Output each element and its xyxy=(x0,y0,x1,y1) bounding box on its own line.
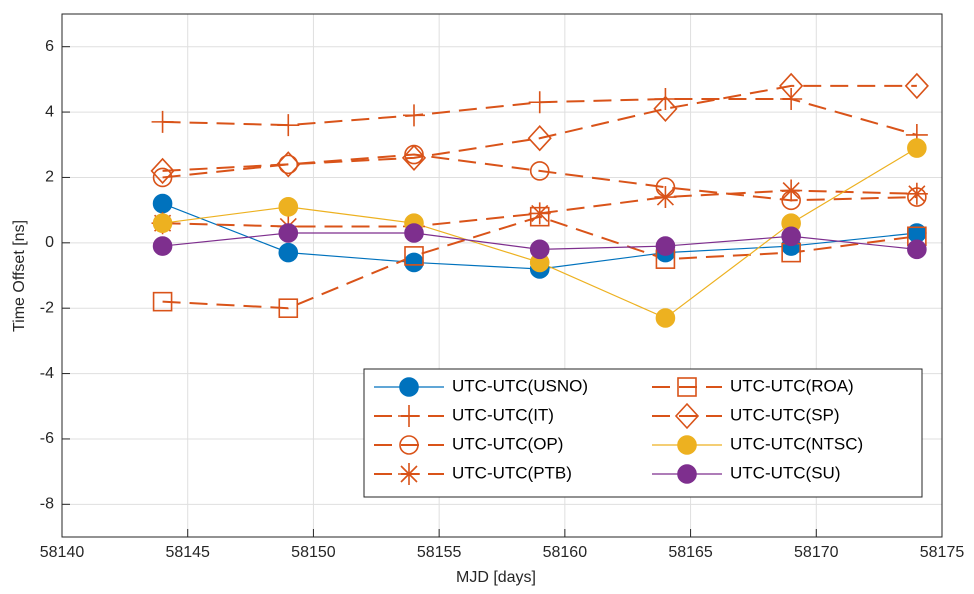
axes-box xyxy=(61,13,943,538)
marker xyxy=(278,154,299,175)
marker xyxy=(404,252,424,273)
legend-label: UTC-UTC(IT) xyxy=(452,405,554,424)
x-tick-label: 58140 xyxy=(40,544,85,561)
marker xyxy=(278,298,299,318)
legend-marker xyxy=(677,435,697,455)
y-tick-label: -8 xyxy=(40,496,54,513)
marker xyxy=(403,104,425,127)
marker xyxy=(528,91,551,114)
marker xyxy=(904,72,929,100)
marker xyxy=(529,206,550,227)
legend: UTC-UTC(USNO) UTC-UTC(IT) UTC-UTC(OP) UTC-U… xyxy=(363,368,923,498)
marker xyxy=(527,125,552,152)
marker xyxy=(404,246,424,266)
legend-label: UTC-UTC(SU) xyxy=(730,463,840,482)
y-tick-label: -2 xyxy=(40,299,54,316)
legend-label: UTC-UTC(USNO) xyxy=(452,376,588,395)
marker xyxy=(653,95,678,122)
y-tick-label: -6 xyxy=(40,430,54,447)
legend-label: UTC-UTC(OP) xyxy=(452,434,563,453)
legend-marker xyxy=(398,405,420,427)
marker xyxy=(152,193,173,214)
y-tick-label: 2 xyxy=(45,169,54,186)
legend-marker xyxy=(399,377,419,397)
legend-marker xyxy=(399,435,419,455)
marker xyxy=(529,161,550,181)
legend-label: UTC-UTC(ROA) xyxy=(730,376,854,395)
legend-marker xyxy=(398,463,420,485)
legend-label: UTC-UTC(PTB) xyxy=(452,463,572,482)
marker xyxy=(655,308,676,328)
marker xyxy=(654,87,677,110)
marker xyxy=(779,72,804,100)
x-tick-label: 58160 xyxy=(543,544,588,561)
marker xyxy=(152,291,173,312)
x-tick-label: 58165 xyxy=(668,544,713,561)
marker xyxy=(655,236,676,256)
marker xyxy=(905,182,928,205)
marker xyxy=(404,223,424,243)
marker xyxy=(152,236,173,256)
x-tick-label: 58175 xyxy=(920,544,965,561)
marker xyxy=(780,179,803,202)
y-axis-label: Time Offset [ns] xyxy=(11,220,28,332)
marker xyxy=(401,144,427,172)
x-axis-label: MJD [days] xyxy=(456,569,536,586)
marker xyxy=(529,239,550,260)
marker xyxy=(528,202,551,225)
marker xyxy=(654,186,677,209)
marker xyxy=(151,110,174,133)
legend-marker xyxy=(677,377,697,397)
marker xyxy=(152,213,173,233)
series-line xyxy=(162,84,917,172)
legend-box xyxy=(363,368,923,498)
legend-label: UTC-UTC(NTSC) xyxy=(730,434,863,453)
legend-label: UTC-UTC(SP) xyxy=(730,405,840,424)
x-tick-label: 58170 xyxy=(794,544,839,561)
y-tick-label: 4 xyxy=(45,103,54,120)
legend-marker xyxy=(674,402,700,430)
marker xyxy=(278,242,299,263)
y-tick-label: 0 xyxy=(45,234,54,251)
marker xyxy=(150,157,175,185)
y-tick-label: -4 xyxy=(40,365,54,382)
x-tick-label: 58145 xyxy=(165,544,210,561)
marker xyxy=(278,197,299,217)
marker xyxy=(907,138,927,158)
marker xyxy=(781,226,801,247)
y-tick-label: 6 xyxy=(45,38,54,55)
marker xyxy=(277,114,300,137)
marker xyxy=(278,223,299,243)
marker xyxy=(276,151,301,178)
x-tick-label: 58155 xyxy=(417,544,462,561)
marker xyxy=(907,239,927,260)
x-tick-label: 58150 xyxy=(291,544,336,561)
legend-marker xyxy=(677,464,697,484)
marker xyxy=(152,167,173,188)
